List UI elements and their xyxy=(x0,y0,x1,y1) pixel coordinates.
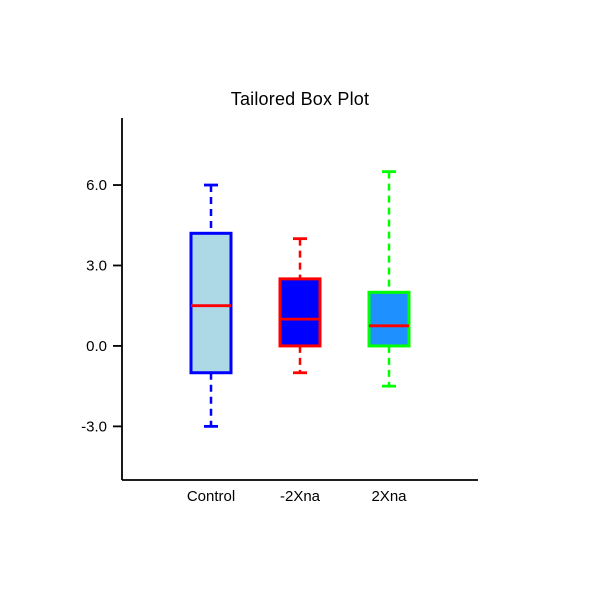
chart-title: Tailored Box Plot xyxy=(230,89,370,109)
box--2Xna xyxy=(278,277,322,348)
y-tick-label: -3.0 xyxy=(81,418,107,435)
box-Control xyxy=(189,231,233,375)
x-category-label: 2Xna xyxy=(371,488,407,505)
y-tick-label: 3.0 xyxy=(86,257,107,274)
y-tick-label: 0.0 xyxy=(86,338,107,355)
x-category-label: Control xyxy=(187,488,235,505)
y-tick-label: 6.0 xyxy=(86,177,107,194)
x-category-label: -2Xna xyxy=(280,488,321,505)
box-2Xna xyxy=(367,290,411,348)
